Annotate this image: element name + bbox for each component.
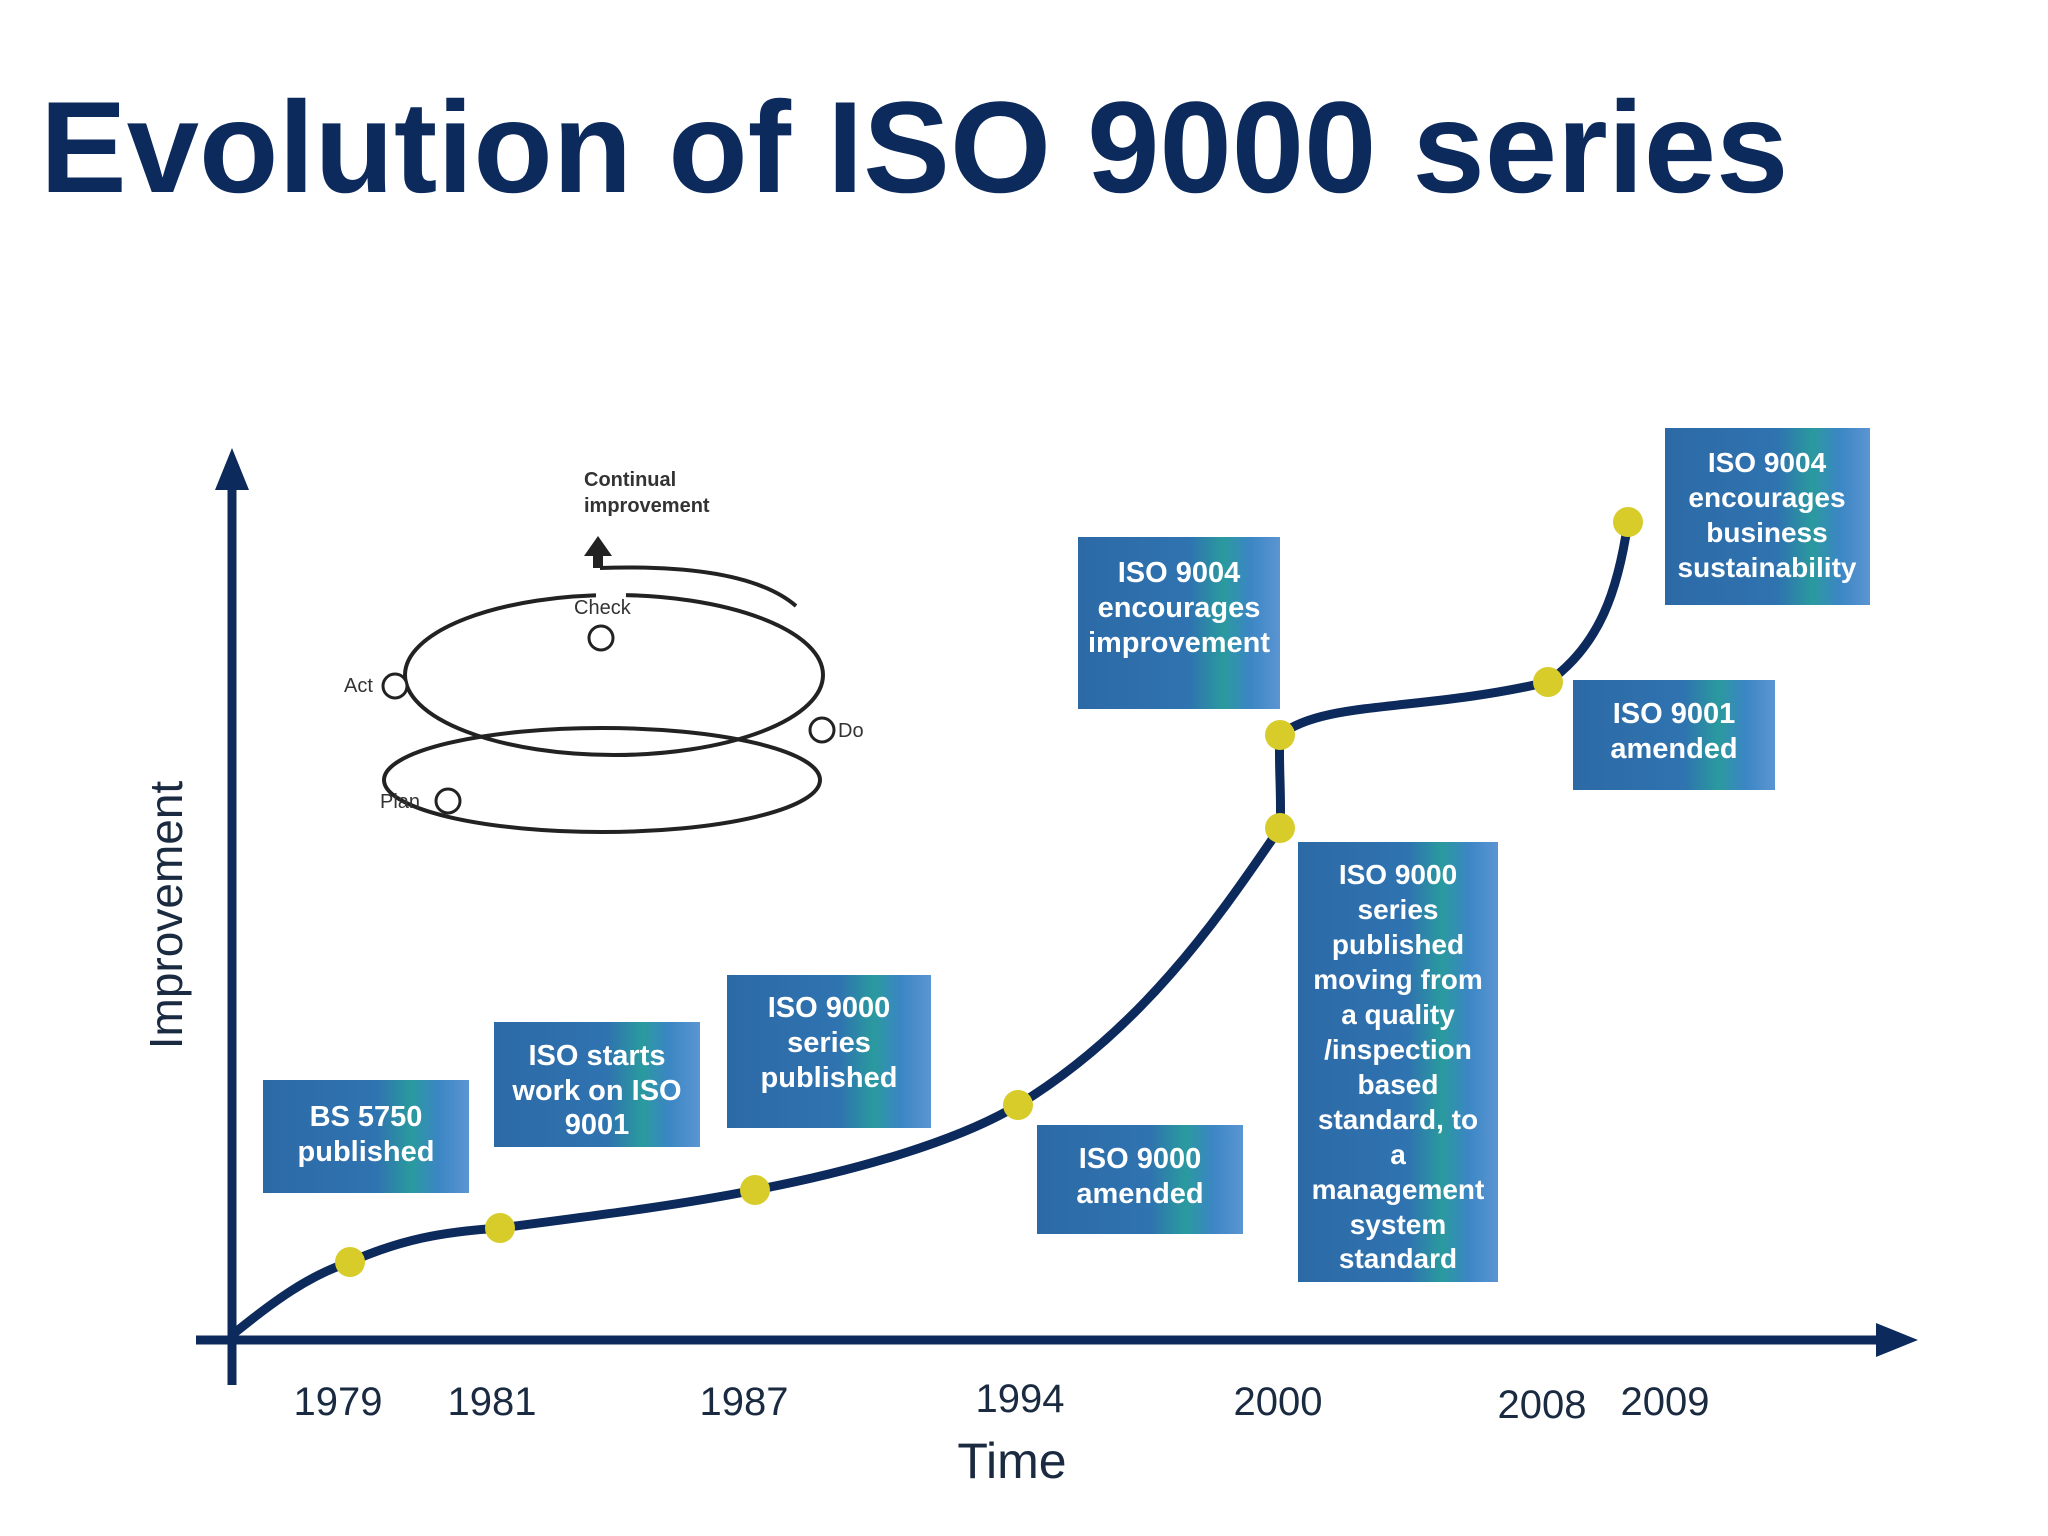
milestone-box-iso-starts: ISO starts work on ISO 9001 bbox=[494, 1022, 700, 1147]
year-label-2008: 2008 bbox=[1498, 1383, 1587, 1427]
milestone-box-bg bbox=[1298, 842, 1498, 1282]
milestone-box-line: a quality bbox=[1341, 999, 1455, 1030]
milestone-marker-1981 bbox=[485, 1213, 515, 1243]
pdca-title-line: Continual bbox=[584, 469, 676, 491]
milestone-box-line: ISO 9001 bbox=[1613, 698, 1736, 730]
milestone-box-bs5750: BS 5750 published bbox=[263, 1080, 469, 1193]
milestone-box-line: /inspection bbox=[1324, 1034, 1472, 1065]
y-axis-arrowhead bbox=[215, 448, 249, 490]
milestone-box-line: published bbox=[1332, 929, 1464, 960]
milestone-box-line: BS 5750 bbox=[310, 1101, 423, 1133]
pdca-rise-stroke bbox=[599, 565, 798, 608]
milestone-box-line: series bbox=[1358, 894, 1439, 925]
milestone-box-line: improvement bbox=[1088, 627, 1270, 659]
pdca-loop-lower bbox=[382, 726, 822, 834]
milestone-box-line: a bbox=[1390, 1139, 1406, 1170]
milestone-box-iso9004-sustainability: ISO 9004 encourages business sustainabil… bbox=[1665, 428, 1870, 605]
pdca-title-line: improvement bbox=[584, 495, 710, 517]
y-axis-label: Improvement bbox=[140, 781, 192, 1050]
milestone-marker-1987 bbox=[740, 1175, 770, 1205]
pdca-label-do: Do bbox=[838, 720, 864, 742]
milestone-box-line: moving from bbox=[1313, 964, 1483, 995]
milestone-marker-1994 bbox=[1003, 1090, 1033, 1120]
milestone-box-line: encourages bbox=[1098, 592, 1261, 624]
milestone-box-bg bbox=[1665, 428, 1870, 605]
milestone-marker-2008 bbox=[1533, 667, 1563, 697]
milestone-box-line: standard bbox=[1339, 1243, 1457, 1274]
pdca-loop-upper bbox=[403, 593, 825, 757]
milestone-box-line: system bbox=[1350, 1209, 1447, 1240]
milestone-markers bbox=[335, 507, 1643, 1277]
pdca-label-check: Check bbox=[574, 597, 632, 619]
milestone-box-line: amended bbox=[1076, 1178, 1203, 1210]
slide-title: Evolution of ISO 9000 series bbox=[40, 74, 1789, 220]
milestone-box-line: standard, to bbox=[1318, 1104, 1478, 1135]
x-axis-arrowhead bbox=[1876, 1323, 1918, 1357]
pdca-spiral: Continual improvement Check Act Do Plan bbox=[344, 469, 864, 834]
milestone-box-line: series bbox=[787, 1027, 871, 1059]
pdca-label-act: Act bbox=[344, 675, 373, 697]
milestone-box-line: work on ISO bbox=[511, 1075, 681, 1107]
year-label-2009: 2009 bbox=[1621, 1380, 1710, 1424]
year-label-1981: 1981 bbox=[448, 1380, 537, 1424]
milestone-box-line: management bbox=[1312, 1174, 1485, 1205]
milestone-marker-2000-low bbox=[1265, 813, 1295, 843]
milestone-box-bg bbox=[1078, 537, 1280, 709]
milestone-marker-1979 bbox=[335, 1247, 365, 1277]
milestone-box-line: business bbox=[1706, 517, 1827, 548]
milestone-box-line: encourages bbox=[1688, 482, 1845, 513]
milestone-box-bg bbox=[263, 1080, 469, 1193]
milestone-box-line: 9001 bbox=[565, 1109, 630, 1141]
milestone-box-iso9004-improvement: ISO 9004 encourages improvement bbox=[1078, 537, 1280, 709]
milestone-box-line: ISO 9004 bbox=[1708, 447, 1827, 478]
milestone-marker-2000-high bbox=[1265, 720, 1295, 750]
milestone-box-iso9000-amended: ISO 9000 amended bbox=[1037, 1125, 1243, 1234]
year-label-1994: 1994 bbox=[976, 1377, 1065, 1421]
pdca-node-act bbox=[381, 672, 409, 700]
milestone-box-line: based bbox=[1358, 1069, 1439, 1100]
milestone-box-line: amended bbox=[1610, 733, 1737, 765]
milestone-box-line: ISO 9004 bbox=[1118, 557, 1241, 589]
axes bbox=[196, 448, 1918, 1385]
year-label-1979: 1979 bbox=[294, 1380, 383, 1424]
pdca-gap bbox=[596, 592, 626, 604]
pdca-arrow-icon bbox=[584, 536, 612, 556]
pdca-node-plan bbox=[434, 787, 462, 815]
milestone-box-bg bbox=[1573, 680, 1775, 790]
milestone-box-bg bbox=[727, 975, 931, 1128]
x-axis-label: Time bbox=[957, 1433, 1066, 1489]
year-label-2000: 2000 bbox=[1234, 1380, 1323, 1424]
milestone-box-line: published bbox=[298, 1136, 435, 1168]
milestone-box-iso9001-amended: ISO 9001 amended bbox=[1573, 680, 1775, 790]
year-labels: 1979 1981 1987 1994 2000 2008 2009 bbox=[294, 1377, 1710, 1427]
milestone-box-line: published bbox=[761, 1062, 898, 1094]
milestone-box-line: ISO 9000 bbox=[768, 992, 891, 1024]
milestone-box-line: ISO 9000 bbox=[1339, 859, 1457, 890]
milestone-box-bg bbox=[494, 1022, 700, 1147]
milestone-box-line: ISO starts bbox=[529, 1040, 666, 1072]
milestone-box-iso9000-2000: ISO 9000 series published moving from a … bbox=[1298, 842, 1498, 1282]
year-label-1987: 1987 bbox=[700, 1380, 789, 1424]
pdca-label-plan: Plan bbox=[380, 791, 420, 813]
milestone-box-line: ISO 9000 bbox=[1079, 1143, 1202, 1175]
milestone-box-bg bbox=[1037, 1125, 1243, 1234]
pdca-node-check bbox=[587, 624, 615, 652]
pdca-node-do bbox=[808, 716, 836, 744]
milestone-box-line: sustainability bbox=[1678, 552, 1857, 583]
milestone-box-iso9000-published: ISO 9000 series published bbox=[727, 975, 931, 1128]
milestone-marker-2009 bbox=[1613, 507, 1643, 537]
